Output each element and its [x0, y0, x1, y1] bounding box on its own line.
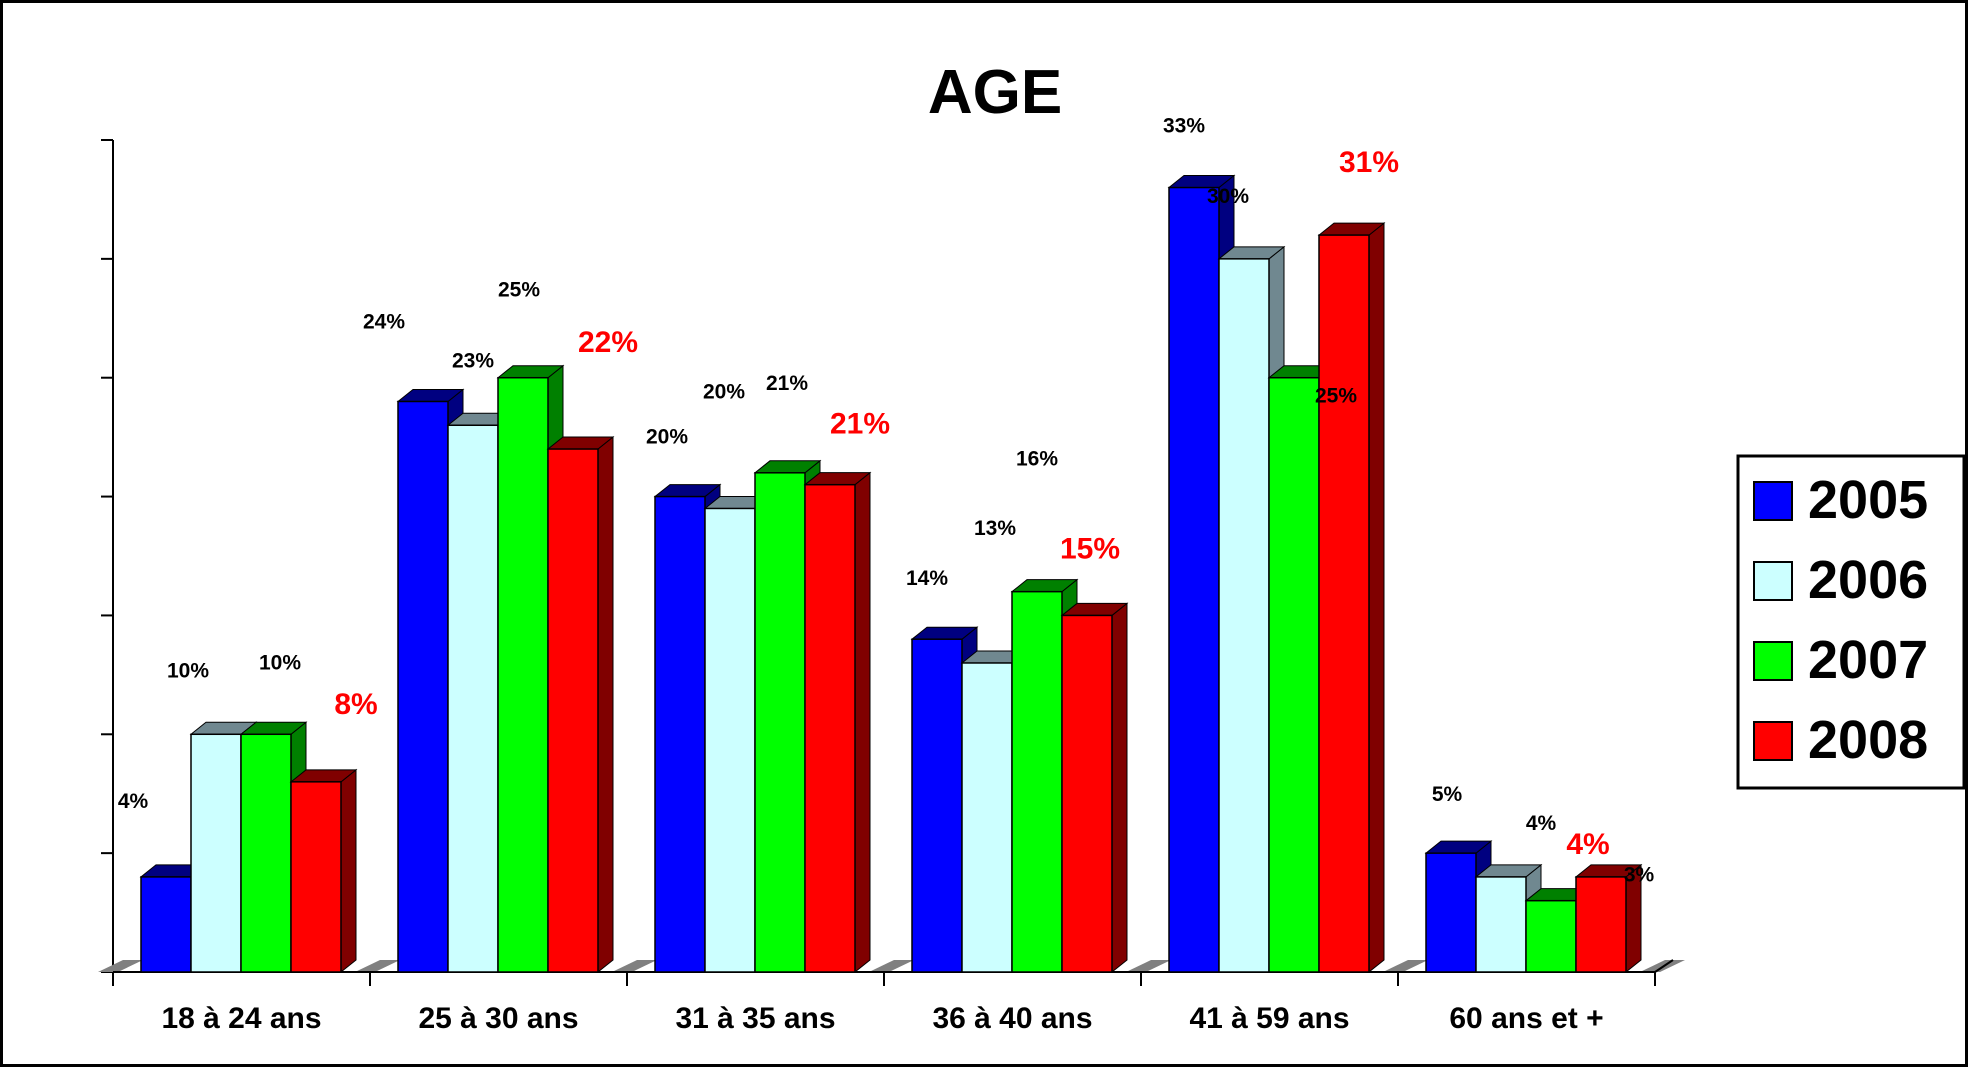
bar-side [1111, 602, 1128, 974]
bar [1525, 899, 1577, 973]
bar [447, 424, 499, 973]
bar [1318, 234, 1370, 973]
data-label: 24% [363, 310, 405, 333]
data-label: 16% [1016, 448, 1058, 471]
legend-label: 2008 [1808, 710, 1928, 770]
data-label: 8% [334, 688, 377, 721]
bar [190, 733, 242, 973]
bar [1011, 590, 1063, 973]
x-tick-label: 31 à 35 ans [675, 1002, 835, 1035]
floor-segment [869, 960, 914, 972]
bar [1218, 258, 1270, 973]
data-label: 10% [259, 651, 301, 674]
data-label: 14% [906, 567, 948, 590]
data-label: 25% [1315, 385, 1357, 408]
bar-side [597, 435, 614, 974]
legend-label: 2007 [1808, 630, 1928, 690]
chart-title: AGE [928, 58, 1062, 127]
bar-side [1368, 222, 1385, 974]
bar [1425, 852, 1477, 973]
legend-swatch [1753, 561, 1793, 601]
data-label: 21% [766, 372, 808, 395]
x-tick-label: 60 ans et + [1449, 1002, 1603, 1035]
data-label: 13% [974, 517, 1016, 540]
floor-segment [612, 960, 657, 972]
bar [961, 662, 1013, 973]
bar [704, 507, 756, 973]
legend-swatch [1753, 481, 1793, 521]
data-label: 3% [1624, 864, 1655, 887]
data-label: 4% [118, 790, 149, 813]
data-label: 33% [1163, 115, 1205, 138]
legend-label: 2006 [1808, 550, 1928, 610]
bar [1061, 614, 1113, 973]
bar [911, 638, 963, 973]
bar [1268, 376, 1320, 973]
data-label: 10% [167, 659, 209, 682]
bar [654, 495, 706, 973]
floor-segment [355, 960, 400, 972]
x-tick-label: 25 à 30 ans [418, 1002, 578, 1035]
data-label: 4% [1526, 812, 1557, 835]
bar-side [854, 471, 871, 974]
data-label: 15% [1060, 532, 1120, 565]
legend: 2005 2006 2007 2008 [1736, 454, 1966, 790]
bar [804, 483, 856, 973]
bar [140, 876, 192, 973]
bar [1575, 876, 1627, 973]
bar [240, 733, 292, 973]
data-label: 22% [578, 326, 638, 359]
data-label: 21% [830, 408, 890, 441]
bar [754, 472, 806, 973]
bar [290, 781, 342, 973]
floor-segment [98, 960, 143, 972]
floor-segment [1126, 960, 1171, 972]
bar [547, 448, 599, 973]
x-tick-label: 36 à 40 ans [932, 1002, 1092, 1035]
bar [397, 400, 449, 973]
bar [497, 376, 549, 973]
axes: 18 à 24 ans 25 à 30 ans 31 à 35 ans 36 à 40… [98, 139, 1685, 1035]
data-label: 25% [498, 279, 540, 302]
legend-swatch [1753, 721, 1793, 761]
data-label: 31% [1339, 146, 1399, 179]
data-label: 20% [646, 426, 688, 449]
x-tick-label: 18 à 24 ans [161, 1002, 321, 1035]
bar-side [340, 768, 357, 974]
floor-segment [1383, 960, 1428, 972]
x-tick-label: 41 à 59 ans [1189, 1002, 1349, 1035]
data-label: 23% [452, 349, 494, 372]
data-labels: 4% 24% 20% 14% 33% 5% 10% 23% 20% 13% 30% 4% 10% 25% 2… [118, 115, 1655, 887]
data-label: 4% [1566, 828, 1609, 861]
legend-label: 2005 [1808, 470, 1928, 530]
bar [1168, 186, 1220, 973]
bar [1475, 876, 1527, 973]
data-label: 30% [1207, 185, 1249, 208]
data-label: 5% [1432, 783, 1463, 806]
bars [139, 174, 1643, 974]
legend-swatch [1753, 641, 1793, 681]
data-label: 20% [703, 380, 745, 403]
x-axis-depth-edge [1654, 959, 1674, 973]
